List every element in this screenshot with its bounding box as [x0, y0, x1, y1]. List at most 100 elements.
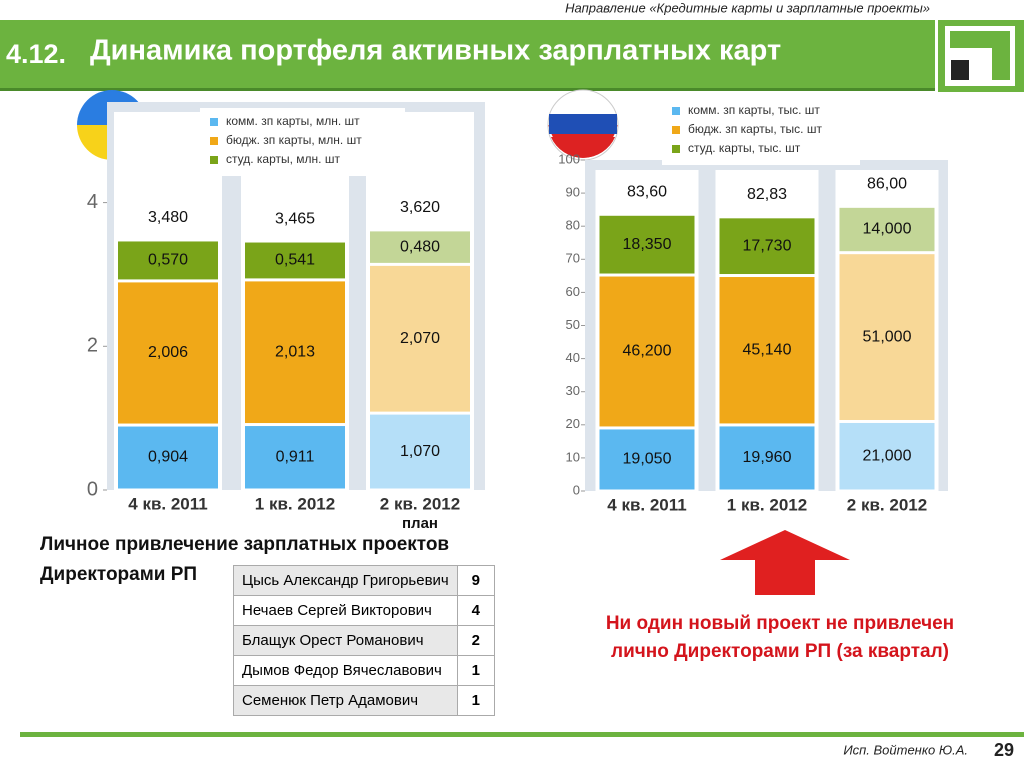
name-cell: Нечаев Сергей Викторович [233, 595, 458, 626]
bar-segment [118, 426, 218, 489]
table-row: Дымов Федор Вячеславович 1 [233, 655, 495, 686]
legend-label: комм. зп карты, тыс. шт [688, 103, 820, 117]
segment-label: 2,070 [400, 330, 440, 347]
bar-segment [245, 426, 345, 489]
table-row: Семенюк Петр Адамович 1 [233, 685, 495, 716]
bar-segment [599, 276, 695, 427]
bar-segment [370, 231, 470, 263]
y-tick-label: 40 [566, 350, 580, 365]
y-tick-label: 2 [87, 335, 98, 357]
y-tick-label: 10 [566, 449, 580, 464]
legend-label: комм. зп карты, млн. шт [226, 114, 360, 128]
flag-russia [547, 89, 619, 161]
total-label: 3,480 [148, 209, 188, 226]
legend-swatch [672, 107, 680, 115]
legend-swatch [210, 137, 218, 145]
total-label: 83,60 [627, 184, 667, 201]
y-tick-label: 50 [566, 317, 580, 332]
legend-swatch [210, 118, 218, 126]
segment-label: 17,730 [743, 237, 792, 254]
segment-label: 2,006 [148, 344, 188, 361]
segment-label: 14,000 [863, 221, 912, 238]
y-tick-label: 70 [566, 251, 580, 266]
total-label: 86,00 [867, 176, 907, 193]
bar-segment [839, 207, 935, 252]
segment-label: 0,911 [276, 448, 315, 465]
count-cell: 1 [456, 685, 495, 716]
category-annotation: план [402, 515, 438, 532]
arrow [720, 530, 850, 595]
legend-label: бюдж. зп карты, тыс. шт [688, 122, 822, 136]
segment-label: 51,000 [863, 328, 912, 345]
total-label: 3,620 [400, 199, 440, 216]
slide-title: Динамика портфеля активных зарплатных ка… [90, 35, 781, 67]
table-row: Цысь Александр Григорьевич 9 [233, 565, 495, 596]
bar-segment [839, 254, 935, 420]
table-row: Блащук Орест Романович 2 [233, 625, 495, 656]
count-cell: 1 [456, 655, 495, 686]
header-shadow [0, 88, 935, 91]
name-cell: Цысь Александр Григорьевич [233, 565, 458, 596]
legend-swatch [672, 126, 680, 134]
name-cell: Блащук Орест Романович [233, 625, 458, 656]
bar-segment [370, 265, 470, 412]
bar-segment [599, 429, 695, 490]
bar-segment [839, 422, 935, 490]
legend-box [200, 108, 405, 176]
name-cell: Дымов Федор Вячеславович [233, 655, 458, 686]
bar-segment [118, 282, 218, 424]
bar-segment [719, 426, 815, 490]
legend-box [662, 97, 860, 165]
y-tick-label: 90 [566, 185, 580, 200]
bar-segment [719, 218, 815, 275]
legend-label: бюдж. зп карты, млн. шт [226, 133, 362, 147]
legend-label: студ. карты, млн. шт [226, 152, 340, 166]
x-tick-label: 2 кв. 2012 [380, 494, 460, 513]
x-tick-label: 4 кв. 2011 [607, 495, 686, 514]
bar-segment [370, 414, 470, 489]
note: Ни один новый проект не привлечен лично … [605, 613, 955, 662]
segment-label: 0,541 [275, 252, 315, 269]
header-bar [0, 20, 935, 90]
y-tick-label: 30 [566, 383, 580, 398]
y-tick-label: 20 [566, 416, 580, 431]
segment-label: 0,570 [148, 252, 188, 269]
segment-label: 1,070 [400, 443, 440, 460]
y-tick-label: 0 [573, 482, 580, 497]
segment-label: 2,013 [275, 343, 315, 360]
legend-swatch [210, 156, 218, 164]
x-tick-label: 2 кв. 2012 [847, 495, 927, 514]
bar-segment [245, 242, 345, 279]
total-label: 3,465 [275, 210, 315, 227]
x-tick-label: 4 кв. 2011 [128, 494, 207, 513]
bar-segment [118, 241, 218, 280]
logo [938, 20, 1024, 92]
y-tick-label: 100 [558, 151, 580, 166]
count-cell: 2 [456, 625, 495, 656]
segment-label: 19,050 [623, 451, 672, 468]
segment-label: 19,960 [743, 449, 792, 466]
page-number: 29 [994, 740, 1014, 760]
name-cell: Семенюк Петр Адамович [233, 685, 458, 716]
legend-label: студ. карты, тыс. шт [688, 141, 801, 155]
segment-label: 46,200 [623, 343, 672, 360]
count-cell: 9 [456, 565, 495, 596]
legend-swatch [672, 145, 680, 153]
table-row: Нечаев Сергей Викторович 4 [233, 595, 495, 626]
top-note: Направление «Кредитные карты и зарплатны… [565, 0, 930, 15]
count-cell: 4 [456, 595, 495, 626]
bar-segment [245, 281, 345, 424]
segment-label: 0,480 [400, 238, 440, 255]
slide-number: 4.12. [6, 39, 66, 69]
directors-table: Цысь Александр Григорьевич 9 Нечаев Сергей… [233, 565, 495, 716]
y-tick-label: 4 [87, 191, 98, 213]
segment-label: 21,000 [863, 447, 912, 464]
segment-label: 18,350 [623, 236, 672, 253]
author: Исп. Войтенко Ю.А. [843, 742, 968, 757]
x-tick-label: 1 кв. 2012 [255, 494, 335, 513]
segment-label: 45,140 [743, 341, 792, 358]
segment-label: 0,904 [148, 449, 188, 466]
bar-segment [599, 215, 695, 274]
